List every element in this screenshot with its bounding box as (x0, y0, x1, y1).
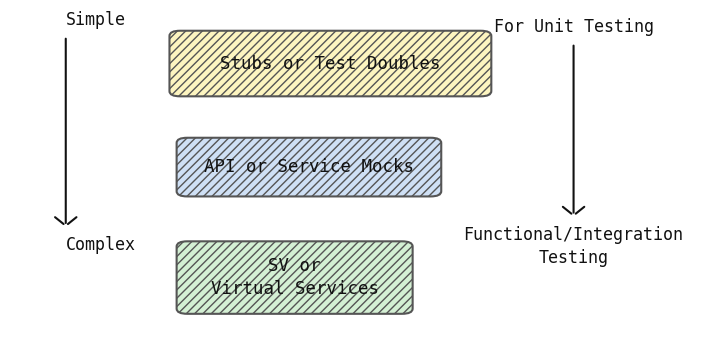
Text: API or Service Mocks: API or Service Mocks (204, 158, 414, 176)
Text: Simple: Simple (66, 11, 126, 29)
Text: For Unit Testing: For Unit Testing (493, 18, 653, 36)
FancyBboxPatch shape (177, 138, 442, 196)
Text: Stubs or Test Doubles: Stubs or Test Doubles (220, 55, 441, 72)
Text: SV or
Virtual Services: SV or Virtual Services (210, 257, 378, 298)
FancyBboxPatch shape (169, 31, 491, 96)
Text: Functional/Integration
Testing: Functional/Integration Testing (464, 226, 684, 267)
Text: Complex: Complex (66, 236, 136, 254)
FancyBboxPatch shape (177, 241, 413, 314)
